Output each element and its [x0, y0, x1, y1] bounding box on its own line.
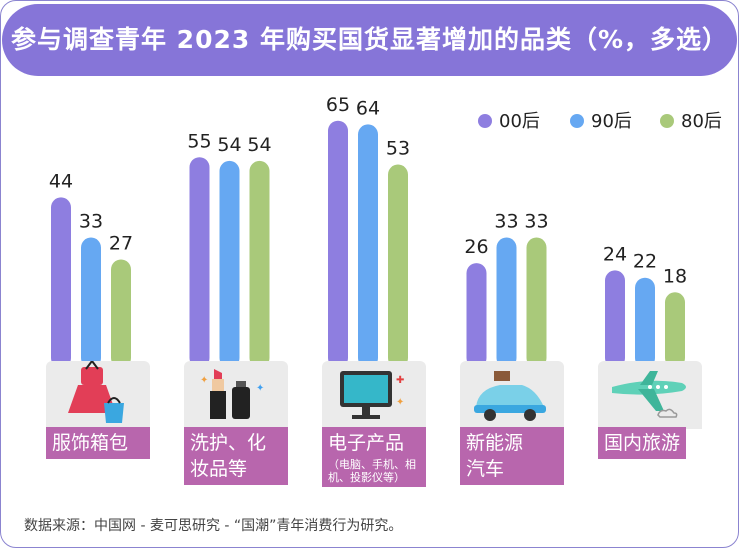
category-label-travel-text: 国内旅游 [604, 432, 681, 454]
value-label-90后-0: 33 [79, 211, 103, 233]
value-label-90后-1: 54 [217, 134, 241, 156]
legend-label-80: 80后 [681, 111, 722, 132]
svg-text:✦: ✦ [396, 397, 404, 408]
bar-90后-4 [635, 277, 655, 368]
airplane-icon [598, 361, 702, 429]
svg-text:✚: ✚ [396, 375, 404, 386]
category-label-apparel-text: 服饰箱包 [52, 432, 129, 454]
category-label-electronics-text: 电子产品 [328, 432, 405, 454]
value-label-80后-1: 54 [247, 134, 271, 156]
lipstick-bottle-icon: ✦ ✦ [184, 361, 288, 429]
svg-text:✦: ✦ [200, 375, 208, 386]
bar-00后-4 [605, 270, 625, 368]
legend-label-00: 00后 [499, 111, 540, 132]
bar-90后-3 [496, 237, 517, 368]
chart-title: 参与调查青年 2023 年购买国货显著增加的品类（%，多选） [2, 4, 737, 76]
legend-item-80: 80后 [660, 112, 722, 132]
legend-swatch-90 [570, 114, 584, 128]
bar-00后-3 [466, 263, 487, 368]
source-footnote: 数据来源：中国网 - 麦可思研究 - “国潮”青年消费行为研究。 [24, 518, 403, 534]
bar-00后-2 [328, 120, 348, 368]
electric-car-icon [460, 361, 564, 429]
category-label-ev-line1: 新能源 [466, 432, 524, 454]
category-label-cosmetics-line2: 妆品等 [190, 458, 248, 480]
category-label-ev-line2: 汽车 [466, 458, 505, 480]
category-label-cosmetics-line1: 洗护、化 [190, 432, 267, 454]
legend-item-00: 00后 [478, 112, 540, 132]
category-label-electronics-sub: （电脑、手机、相机、投影仪等） [328, 458, 416, 484]
dress-handbag-icon [46, 359, 150, 429]
bar-00后-1 [189, 157, 210, 368]
value-label-90后-4: 22 [633, 251, 657, 273]
value-label-90后-3: 33 [494, 211, 518, 233]
bar-90后-2 [358, 124, 378, 369]
bar-90后-0 [81, 237, 101, 368]
value-label-00后-3: 26 [464, 236, 488, 258]
bar-80后-1 [249, 160, 270, 368]
legend-swatch-80 [660, 114, 674, 128]
category-label-electronics: 电子产品 （电脑、手机、相机、投影仪等） [322, 427, 426, 487]
bar-80后-2 [388, 164, 408, 368]
value-label-80后-4: 18 [663, 265, 687, 287]
value-label-00后-1: 55 [187, 130, 211, 152]
value-label-00后-0: 44 [49, 170, 73, 192]
legend-swatch-00 [478, 114, 492, 128]
legend-label-90: 90后 [591, 111, 632, 132]
svg-text:✦: ✦ [256, 383, 264, 394]
value-label-00后-4: 24 [603, 243, 627, 265]
value-label-80后-0: 27 [109, 232, 133, 254]
bar-80后-0 [111, 259, 131, 368]
value-label-80后-2: 53 [386, 138, 410, 160]
bar-00后-0 [51, 197, 71, 368]
tv-monitor-icon: ✚ ✦ [322, 361, 426, 429]
bar-80后-4 [665, 292, 685, 368]
legend-item-90: 90后 [570, 112, 632, 132]
category-label-ev: 新能源 汽车 [460, 427, 564, 485]
category-label-apparel: 服饰箱包 [46, 427, 150, 459]
category-label-cosmetics: 洗护、化 妆品等 [184, 427, 288, 485]
category-label-travel: 国内旅游 [598, 427, 686, 459]
bar-80后-3 [526, 237, 547, 368]
value-label-90后-2: 64 [356, 97, 380, 119]
bar-90后-1 [219, 160, 240, 368]
value-label-00后-2: 65 [326, 94, 350, 116]
value-label-80后-3: 33 [524, 211, 548, 233]
